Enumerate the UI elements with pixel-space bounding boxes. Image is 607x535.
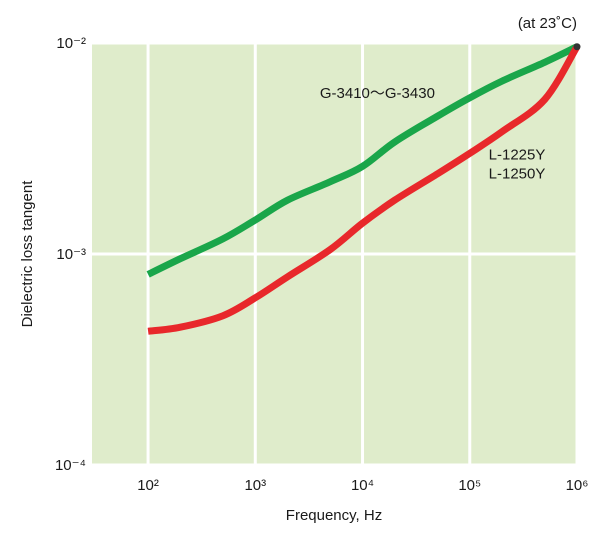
series-line xyxy=(147,44,581,335)
series-layer xyxy=(146,43,581,335)
y-axis-title: Dielectric loss tangent xyxy=(19,180,36,328)
series-label: G-3410～G-3430 xyxy=(320,85,435,102)
y-tick-label: 10⁻⁴ xyxy=(55,457,86,474)
x-tick-label: 10⁴ xyxy=(351,477,374,494)
x-tick-label: 10⁵ xyxy=(458,477,481,494)
series-label: L-1225Y xyxy=(489,147,546,164)
convergence-marker xyxy=(573,43,581,51)
grid xyxy=(92,41,579,467)
x-tick-label: 10⁶ xyxy=(566,477,589,494)
series-labels: G-3410～G-3430 L-1225Y L-1250Y xyxy=(320,85,546,183)
y-tick-label: 10⁻² xyxy=(56,35,86,52)
tick-labels: 10² 10³ 10⁴ 10⁵ 10⁶ 10⁻⁴ 10⁻³ 10⁻² xyxy=(55,35,588,494)
y-tick-label: 10⁻³ xyxy=(56,246,86,263)
x-tick-label: 10³ xyxy=(244,477,266,494)
condition-note: (at 23˚C) xyxy=(518,15,577,32)
x-axis-title: Frequency, Hz xyxy=(286,507,382,524)
series-line xyxy=(146,43,579,278)
x-tick-label: 10² xyxy=(137,477,159,494)
series-label: L-1250Y xyxy=(489,166,546,183)
